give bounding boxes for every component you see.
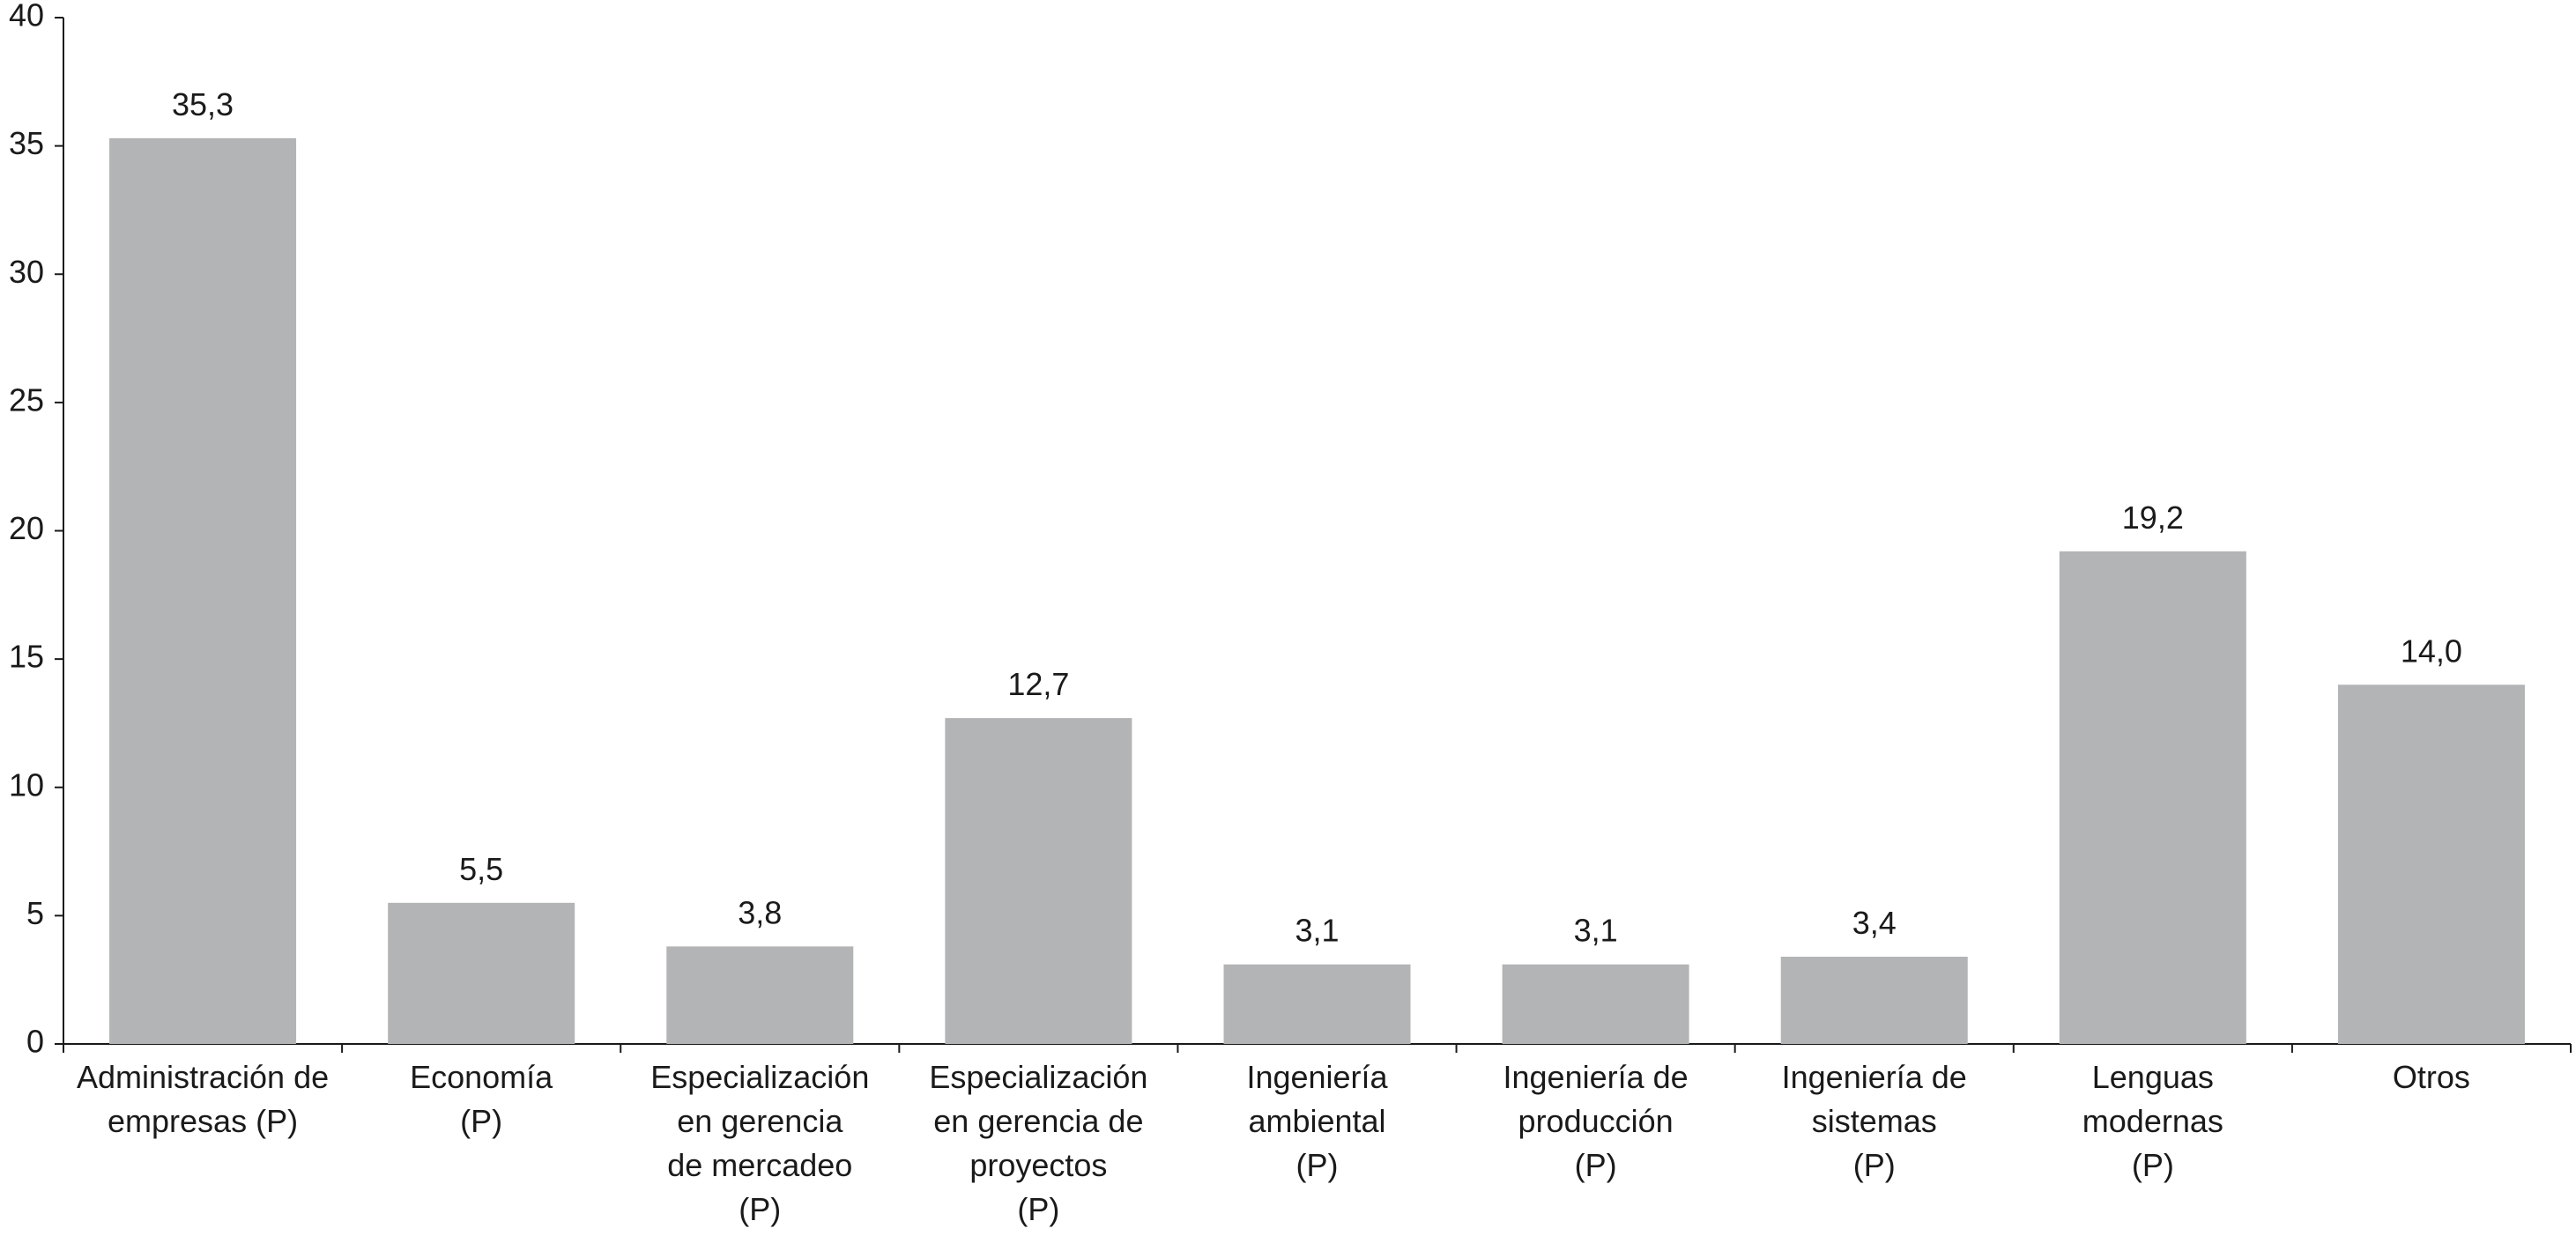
- x-tick-label-line: Economía: [410, 1059, 553, 1095]
- y-tick-label: 5: [26, 895, 44, 931]
- x-tick-label: Lenguas modernas (P): [2082, 1059, 2223, 1183]
- x-tick-label-line: ambiental: [1248, 1103, 1385, 1139]
- x-tick-label-line: sistemas: [1812, 1103, 1937, 1139]
- data-label: 12,7: [1007, 666, 1069, 702]
- data-label: 3,1: [1574, 913, 1618, 949]
- bar: [1502, 964, 1689, 1044]
- y-tick-label: 25: [9, 381, 44, 418]
- bar: [109, 137, 297, 1045]
- bar: [388, 902, 575, 1044]
- y-tick-label: 20: [9, 510, 44, 546]
- x-tick-label: Ingeniería ambiental (P): [1246, 1059, 1388, 1183]
- x-tick-label-line: empresas (P): [108, 1103, 298, 1139]
- data-label: 5,5: [459, 851, 503, 887]
- x-tick-label-line: (P): [2132, 1147, 2174, 1183]
- data-label: 3,1: [1295, 913, 1339, 949]
- x-axis: [63, 1043, 2572, 1053]
- x-tick-label-line: en gerencia de: [933, 1103, 1143, 1139]
- x-tick-label-line: modernas: [2082, 1103, 2223, 1139]
- x-tick-label-line: proyectos: [969, 1147, 1107, 1183]
- y-tick-label: 40: [9, 0, 44, 33]
- x-tick-label-line: Ingeniería de: [1782, 1059, 1967, 1095]
- x-tick-label-line: (P): [1017, 1191, 1059, 1227]
- x-tick-label-line: (P): [1853, 1147, 1896, 1183]
- bar: [945, 718, 1132, 1044]
- bar: [2337, 685, 2525, 1044]
- data-label: 3,4: [1852, 905, 1897, 941]
- x-tick-label-line: producción: [1518, 1103, 1674, 1139]
- x-tick-label-line: Ingeniería de: [1503, 1059, 1689, 1095]
- x-tick-label-line: en gerencia: [677, 1103, 843, 1139]
- y-tick-label: 10: [9, 766, 44, 803]
- x-tick-labels: Administración de empresas (P) Economía (P)…: [77, 1059, 2470, 1227]
- bar: [2059, 551, 2246, 1044]
- x-tick-label: Otros: [2393, 1059, 2470, 1095]
- bar: [666, 946, 854, 1044]
- y-tick-label: 0: [26, 1024, 44, 1060]
- bar: [1223, 964, 1411, 1044]
- data-labels: 35,3 5,5 3,8 12,7 3,1 3,1 3,4 19,2 14,0: [172, 86, 2462, 949]
- x-tick-label-line: (P): [739, 1191, 781, 1227]
- y-tick-label: 15: [9, 639, 44, 675]
- bar: [1780, 956, 1968, 1044]
- x-tick-label: Ingeniería de producción (P): [1503, 1059, 1689, 1183]
- x-tick-label: Administración de empresas (P): [77, 1059, 329, 1139]
- y-axis: 0 5 10 15 20 25 30 35 40: [9, 0, 64, 1060]
- x-tick-label: Economía (P): [410, 1059, 553, 1139]
- x-tick-label-line: (P): [1575, 1147, 1617, 1183]
- data-label: 3,8: [738, 894, 782, 930]
- y-tick-label: 35: [9, 125, 44, 161]
- x-tick-label-line: Ingeniería: [1246, 1059, 1388, 1095]
- x-tick-label-line: Otros: [2393, 1059, 2470, 1095]
- data-label: 35,3: [172, 86, 234, 122]
- x-tick-label-line: (P): [460, 1103, 502, 1139]
- x-tick-label-line: Lenguas: [2092, 1059, 2214, 1095]
- x-tick-label: Especialización en gerencia de mercadeo (P): [650, 1059, 869, 1227]
- y-tick-label: 30: [9, 254, 44, 290]
- x-tick-label: Ingeniería de sistemas (P): [1782, 1059, 1967, 1183]
- data-label: 19,2: [2122, 500, 2184, 536]
- x-tick-label-line: Especialización: [929, 1059, 1147, 1095]
- x-tick-label: Especialización en gerencia de proyectos (P…: [929, 1059, 1147, 1227]
- x-tick-label-line: Especialización: [650, 1059, 869, 1095]
- x-tick-label-line: de mercadeo: [667, 1147, 852, 1183]
- x-tick-label-line: Administración de: [77, 1059, 329, 1095]
- data-label: 14,0: [2401, 633, 2462, 669]
- bars: [109, 137, 2525, 1045]
- x-tick-label-line: (P): [1296, 1147, 1339, 1183]
